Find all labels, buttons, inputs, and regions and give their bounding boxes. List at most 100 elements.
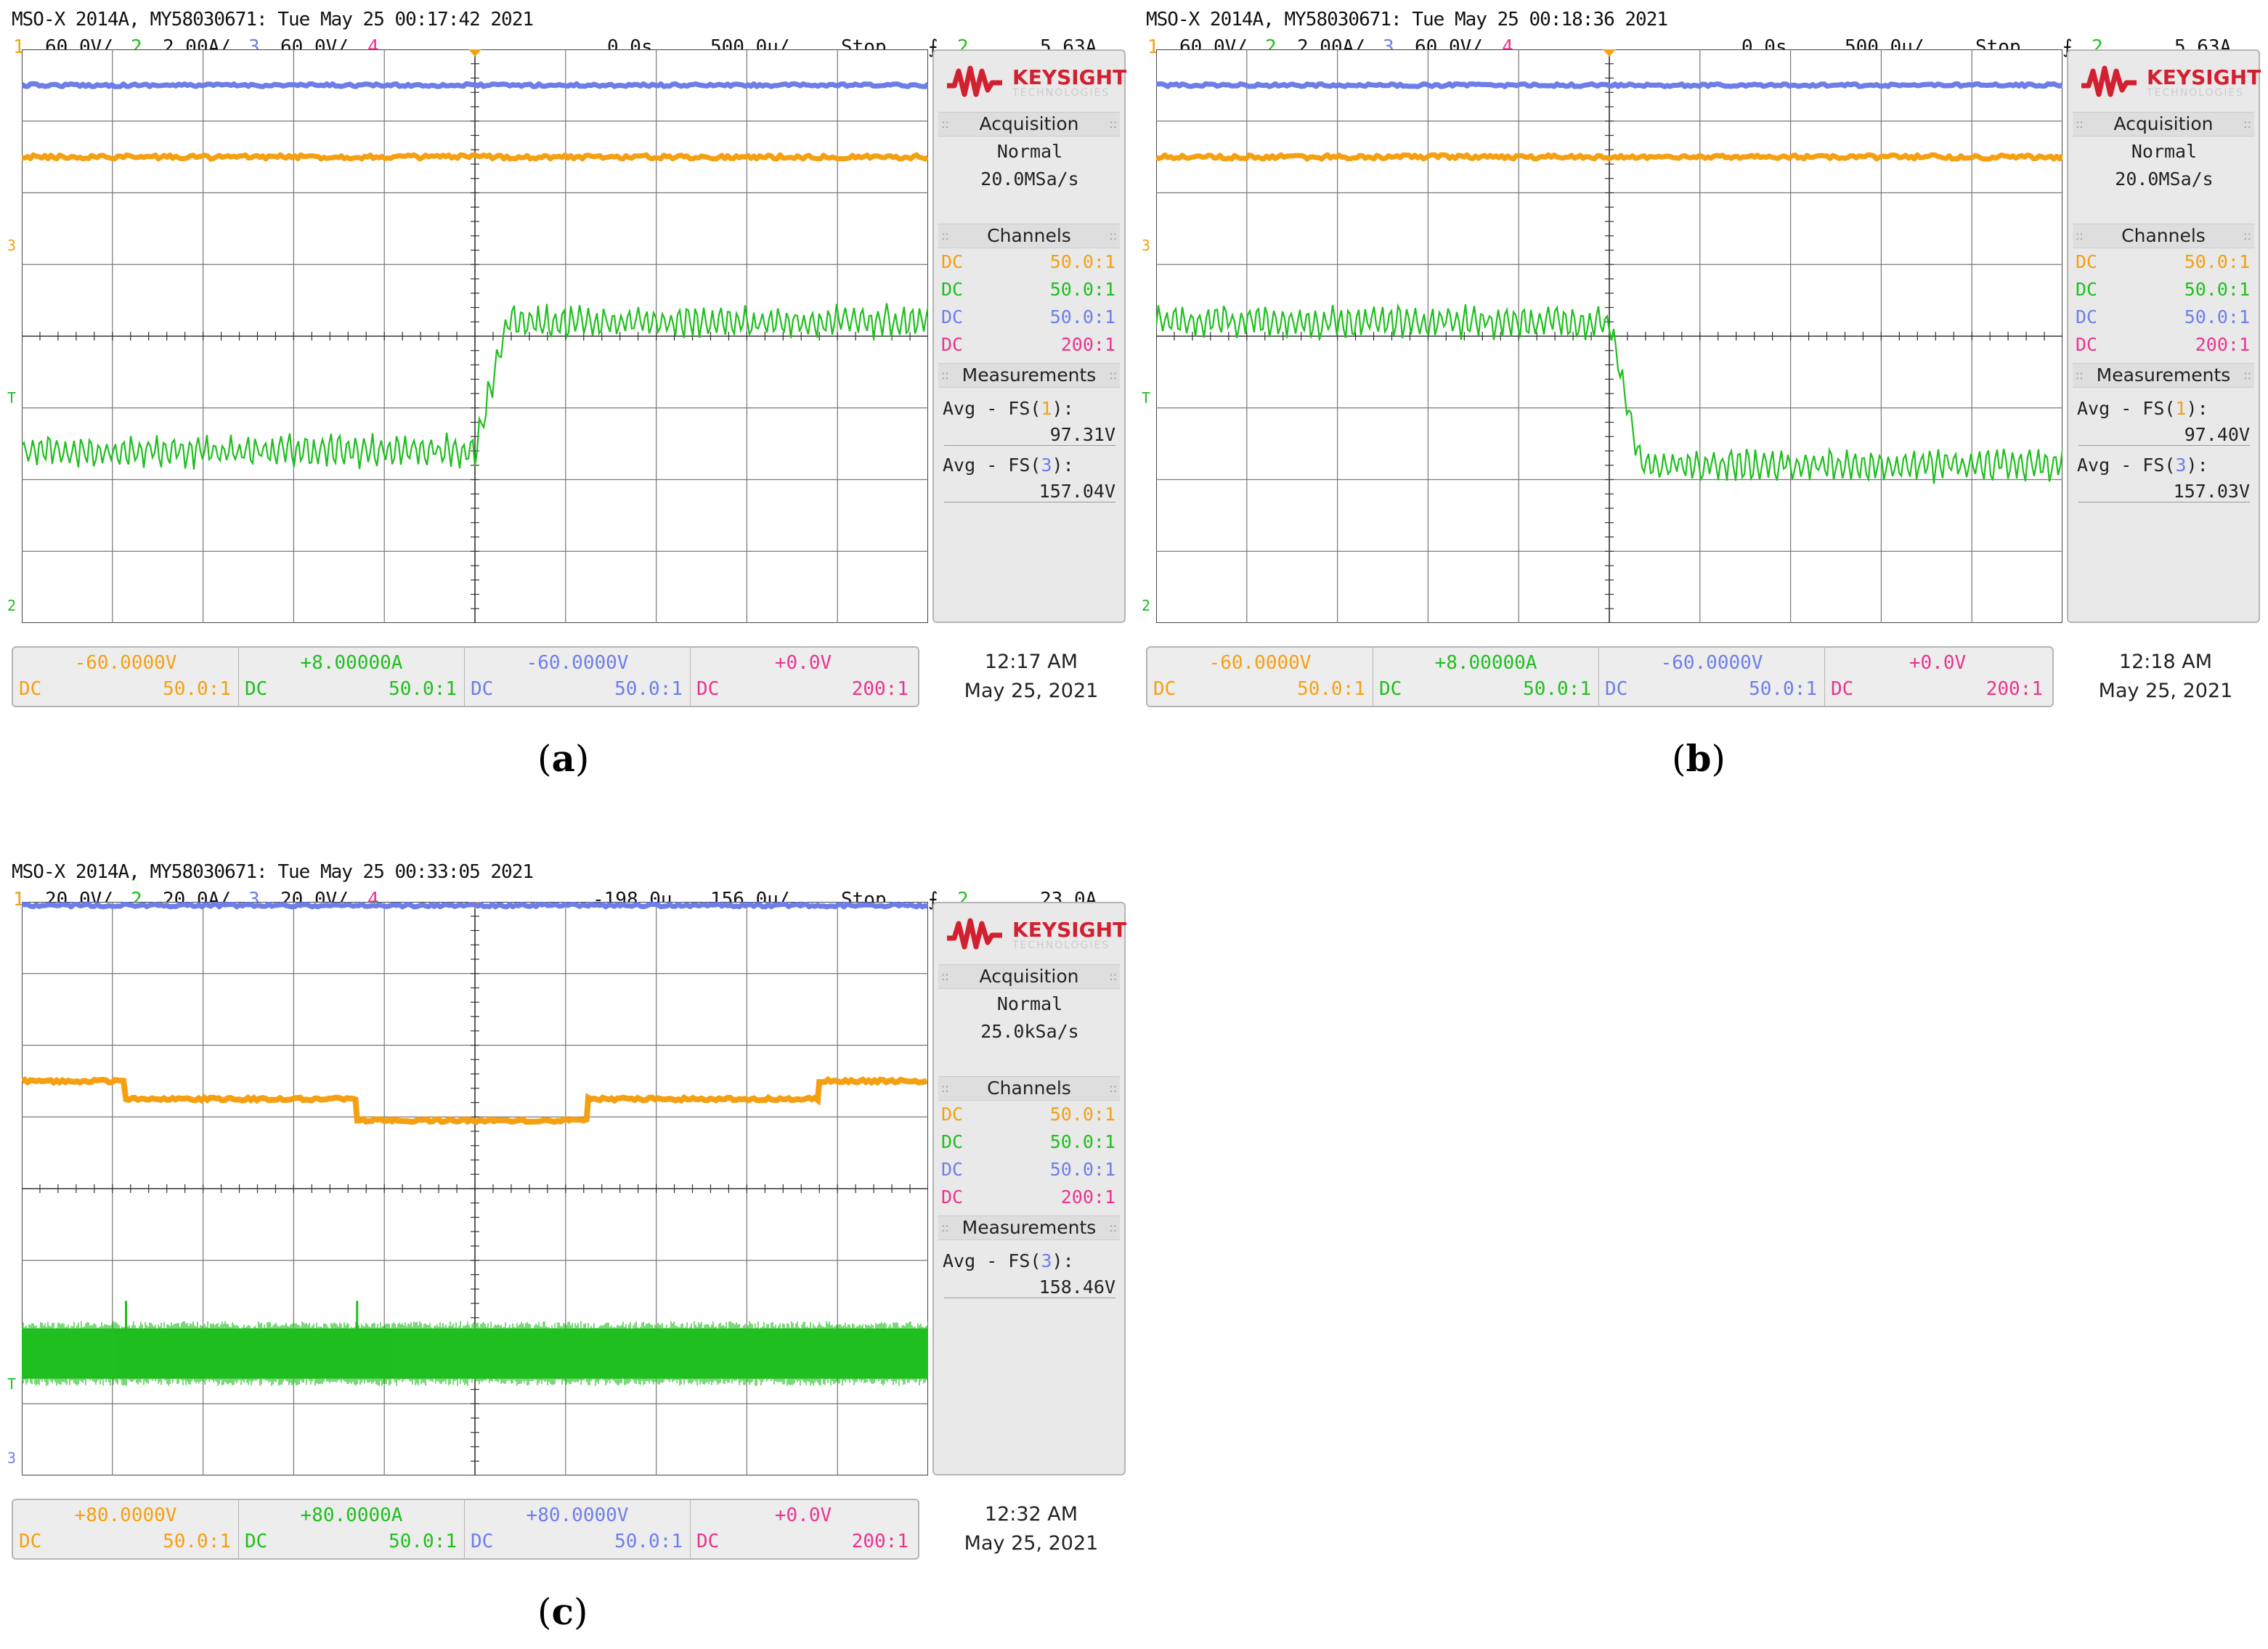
acquisition-header[interactable]: :: Acquisition::: [2073, 112, 2254, 137]
channel-offset-2[interactable]: +8.00000A DC 50.0:1: [1373, 648, 1599, 706]
offset-value: -60.0000V: [1660, 652, 1763, 674]
measurements-header[interactable]: :: Measurements::: [938, 363, 1120, 388]
offset-value: +80.0000A: [300, 1505, 403, 1526]
acquisition-header[interactable]: :: Acquisition::: [938, 964, 1120, 989]
offset-probe: 50.0:1: [163, 678, 231, 700]
ch1-trace: [22, 1075, 928, 1125]
scope-title: MSO-X 2014A, MY58030671: Tue May 25 00:1…: [1146, 9, 1668, 30]
ch3-ground-marker[interactable]: 3: [1142, 237, 1151, 255]
keysight-wave-icon: [947, 65, 1002, 97]
ch3-ground-marker[interactable]: 3: [7, 1449, 17, 1467]
waveform-grid: [22, 902, 928, 1475]
channel-row-2[interactable]: DC 50.0:1: [2076, 279, 2250, 300]
offset-coupling: DC: [1153, 678, 1176, 700]
offset-probe: 50.0:1: [389, 678, 457, 700]
channel-row-3[interactable]: DC 50.0:1: [941, 1159, 1115, 1180]
channel-row-4[interactable]: DC 200:1: [941, 334, 1115, 355]
channel-offset-3[interactable]: -60.0000V DC 50.0:1: [1599, 648, 1825, 706]
logo-brand: KEYSIGHT: [1012, 65, 1127, 89]
offset-value: -60.0000V: [1208, 652, 1312, 674]
ch2-ground-marker[interactable]: 2: [7, 597, 17, 614]
ch1-trace: [1156, 152, 2062, 162]
offset-coupling: DC: [19, 678, 42, 700]
channel-row-4[interactable]: DC 200:1: [941, 1186, 1115, 1208]
clock-date: May 25, 2021: [2098, 680, 2233, 702]
sample-rate: 20.0MSa/s: [980, 168, 1079, 190]
channels-header[interactable]: :: Channels::: [2073, 224, 2254, 248]
channel-offset-4[interactable]: +0.0V DC 200:1: [691, 1500, 916, 1558]
measurement-value: 97.40V: [2078, 424, 2250, 446]
measurement-value: 158.46V: [944, 1277, 1115, 1298]
clock: 12:32 AM May 25, 2021: [937, 1500, 1126, 1558]
side-panel: KEYSIGHT TECHNOLOGIES :: Acquisition:: No…: [932, 902, 1126, 1475]
acquisition-mode: Normal: [996, 993, 1063, 1014]
side-panel: KEYSIGHT TECHNOLOGIES :: Acquisition:: No…: [932, 49, 1126, 623]
ch2-ground-marker[interactable]: 2: [1142, 597, 1151, 614]
channel-row-4[interactable]: DC 200:1: [2076, 334, 2250, 355]
acquisition-title: Acquisition: [2113, 113, 2214, 134]
channel-offset-bar: +80.0000V DC 50.0:1 +80.0000A DC 50.0:1 +80.00…: [12, 1499, 919, 1560]
offset-value: +0.0V: [1909, 652, 1967, 674]
channel-offset-3[interactable]: +80.0000V DC 50.0:1: [465, 1500, 691, 1558]
offset-coupling: DC: [1831, 678, 1854, 700]
channel-row-1[interactable]: DC 50.0:1: [941, 1104, 1115, 1125]
clock-time: 12:32 AM: [984, 1503, 1078, 1526]
clock: 12:17 AM May 25, 2021: [937, 648, 1126, 706]
offset-value: +80.0000V: [74, 1505, 177, 1526]
channel-offset-2[interactable]: +80.0000A DC 50.0:1: [239, 1500, 465, 1558]
measurement-value: 157.04V: [944, 481, 1115, 502]
clock-time: 12:17 AM: [984, 651, 1078, 673]
panel-caption: (c): [537, 1590, 588, 1633]
trigger-level-marker[interactable]: T: [1142, 388, 1151, 407]
channel-offset-1[interactable]: -60.0000V DC 50.0:1: [1147, 648, 1373, 706]
ch2-trace: [1156, 303, 2062, 484]
scope-header: MSO-X 2014A, MY58030671: Tue May 25 00:1…: [1134, 0, 2263, 58]
offset-coupling: DC: [1605, 678, 1628, 700]
logo-brand: KEYSIGHT: [2147, 65, 2261, 89]
scope-panel-c: MSO-X 2014A, MY58030671: Tue May 25 00:3…: [0, 852, 1129, 1579]
panel-caption: (b): [1672, 737, 1726, 780]
ch2-trace: [22, 303, 928, 470]
scope-header: MSO-X 2014A, MY58030671: Tue May 25 00:1…: [0, 0, 1129, 58]
measurement-label: Avg - FS(1):: [2077, 398, 2208, 419]
measurements-header[interactable]: :: Measurements::: [2073, 363, 2254, 388]
offset-probe: 200:1: [851, 678, 909, 700]
channel-offset-4[interactable]: +0.0V DC 200:1: [1825, 648, 2050, 706]
channel-row-3[interactable]: DC 50.0:1: [941, 306, 1115, 327]
channel-offset-4[interactable]: +0.0V DC 200:1: [691, 648, 916, 706]
offset-probe: 50.0:1: [614, 678, 683, 700]
ch3-ground-marker[interactable]: 3: [7, 237, 17, 255]
channel-offset-3[interactable]: -60.0000V DC 50.0:1: [465, 648, 691, 706]
acquisition-header[interactable]: :: Acquisition::: [938, 112, 1120, 137]
sample-rate: 25.0kSa/s: [980, 1021, 1079, 1042]
offset-coupling: DC: [471, 678, 494, 700]
measurement-label: Avg - FS(3):: [2077, 455, 2208, 476]
channel-row-2[interactable]: DC 50.0:1: [941, 279, 1115, 300]
trigger-level-marker[interactable]: T: [7, 1375, 17, 1393]
offset-value: +8.00000A: [1434, 652, 1537, 674]
channels-header[interactable]: :: Channels::: [938, 1076, 1120, 1101]
measurement-label: Avg - FS(3):: [943, 1250, 1074, 1271]
scope-title: MSO-X 2014A, MY58030671: Tue May 25 00:3…: [12, 861, 534, 883]
trigger-time-marker: [1603, 49, 1616, 57]
channel-row-1[interactable]: DC 50.0:1: [941, 251, 1115, 272]
logo-sub: TECHNOLOGIES: [2147, 87, 2245, 99]
acquisition-title: Acquisition: [979, 113, 1079, 134]
offset-value: +80.0000V: [526, 1505, 629, 1526]
channel-offset-1[interactable]: -60.0000V DC 50.0:1: [13, 648, 239, 706]
channel-offset-1[interactable]: +80.0000V DC 50.0:1: [13, 1500, 239, 1558]
channel-row-2[interactable]: DC 50.0:1: [941, 1131, 1115, 1152]
offset-coupling: DC: [1379, 678, 1402, 700]
logo-sub: TECHNOLOGIES: [1012, 940, 1110, 951]
channel-row-3[interactable]: DC 50.0:1: [2076, 306, 2250, 327]
keysight-wave-icon: [947, 918, 1002, 950]
ch1-trace: [22, 152, 928, 162]
scope-panel-a: MSO-X 2014A, MY58030671: Tue May 25 00:1…: [0, 0, 1129, 726]
measurements-header[interactable]: :: Measurements::: [938, 1216, 1120, 1240]
channels-header[interactable]: :: Channels::: [938, 224, 1120, 248]
channel-row-1[interactable]: DC 50.0:1: [2076, 251, 2250, 272]
offset-coupling: DC: [471, 1531, 494, 1552]
offset-probe: 50.0:1: [1523, 678, 1591, 700]
channel-offset-2[interactable]: +8.00000A DC 50.0:1: [239, 648, 465, 706]
trigger-level-marker[interactable]: T: [7, 388, 17, 407]
